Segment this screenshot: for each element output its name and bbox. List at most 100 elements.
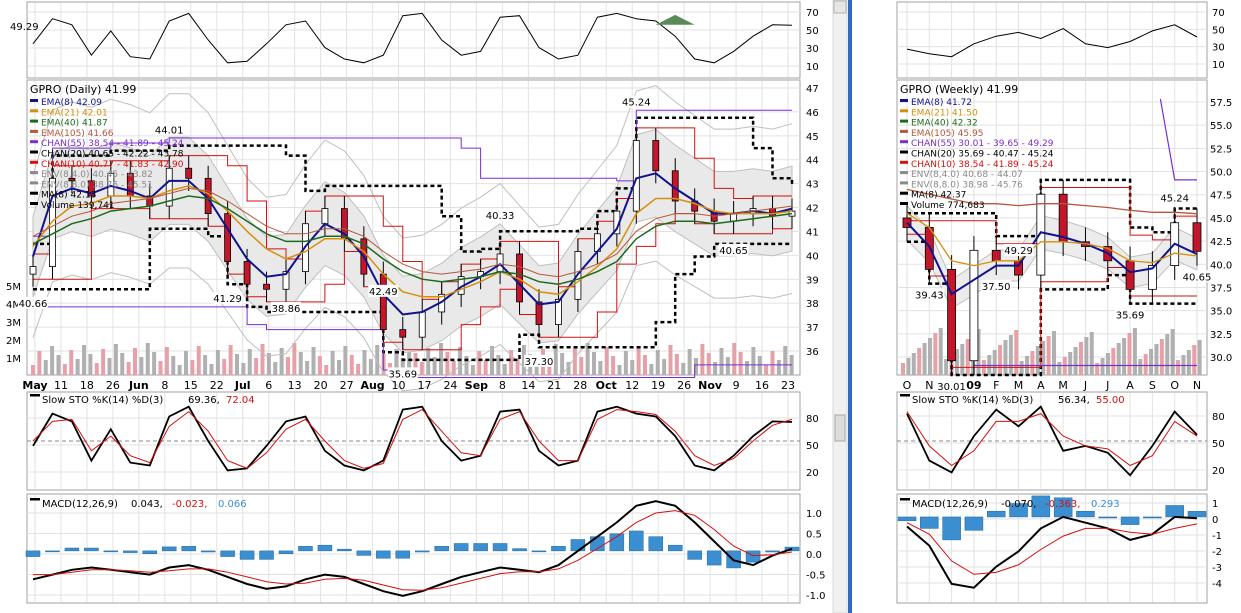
daily-volume-bar [152,352,157,375]
daily-date-label: 6 [265,379,272,392]
daily-volume-bar [145,343,150,375]
window-divider[interactable] [848,0,852,613]
daily-macd-histogram-bar [570,539,586,552]
line-icon [30,109,38,113]
weekly-volume-bar [1089,332,1094,375]
daily-volume-bar [776,360,781,375]
weekly-legend-item: CHAN(20) 35.69 - 40.47 - 45.24 [911,150,1054,160]
daily-volume-bar [451,361,456,375]
daily-date-label: 26 [677,379,691,392]
daily-macd-histogram-bar [414,550,430,553]
weekly-price-tick-label: 30.0 [1210,353,1232,364]
weekly-legend-item: EMA(105) 45.95 [911,129,983,139]
daily-macd-histogram-bar [629,530,644,552]
weekly-price-annotation-bg [914,288,945,301]
daily-stoch-tick-label: 80 [806,414,819,425]
daily-volume-bar [241,363,246,375]
daily-scrollbar-thumb[interactable] [834,414,846,442]
daily-date-label: 17 [417,379,431,392]
weekly-price-tick-label: 47.5 [1210,191,1232,202]
daily-volume-bar [413,353,418,375]
weekly-macd-histogram-bar [1031,495,1051,518]
daily-volume-bar [171,356,176,375]
daily-price-tick-label: 44 [806,156,819,167]
weekly-date-label: O [1170,379,1179,392]
line-icon [900,394,910,397]
weekly-macd-line [906,515,1198,589]
daily-macd-histogram-bar [337,548,352,552]
daily-volume-bar [215,350,220,375]
weekly-volume-bar [1170,329,1175,375]
line-icon [30,498,40,501]
weekly-legend-item: MA(8) 42.37 [911,191,966,201]
weekly-price-annotation: 35.69 [1116,310,1145,321]
daily-volume-tick-label: 2M [6,336,21,347]
weekly-stoch-label: Slow STO %K(14) %D(3) [912,395,1033,406]
daily-legend-item: MA(8) 42.13 [41,191,96,201]
weekly-price-annotation-bg [936,379,967,392]
daily-candle-body [243,261,251,285]
daily-volume-bar [184,351,188,375]
daily-volume-bar [477,351,482,375]
daily-macd-histogram-bar [376,550,391,559]
weekly-volume-bar [1159,339,1164,375]
weekly-volume-bar [1186,350,1191,375]
daily-price-annotation: 41.29 [213,294,242,305]
weekly-macd-tick-label: 1 [1212,499,1218,510]
daily-volume-bar [209,364,214,375]
daily-volume-bar [158,361,163,375]
daily-volume-bar [375,345,380,375]
weekly-candle-body [1058,193,1068,243]
daily-stoch-d-line [32,408,793,469]
daily-volume-bar [247,349,252,375]
daily-volume-bar [298,352,303,375]
weekly-chan55-upper [1159,98,1197,181]
weekly-macd-signal-value: -0.363, [1045,499,1080,510]
weekly-volume-bar [938,328,943,375]
daily-scrollbar-track[interactable] [832,0,848,613]
weekly-candle-body [991,249,1001,262]
daily-macd-histogram-bar [551,546,566,552]
daily-macd-histogram-bar [395,550,411,559]
weekly-macd-tick-label: -1 [1212,531,1222,542]
weekly-price-annotation-bg [1003,244,1034,257]
daily-volume-bar [636,346,641,375]
daily-scroll-up-button[interactable] [833,0,847,14]
weekly-stoch-d-value: 55.00 [1096,395,1125,406]
daily-macd-tick-label: -0.5 [806,571,826,582]
daily-date-label: 12 [625,379,639,392]
weekly-stoch-tick-label: 80 [1212,412,1225,423]
daily-date-label: 27 [340,379,354,392]
daily-candle-body [68,177,76,182]
weekly-legend-title: GPRO (Weekly) 41.99 [900,83,1018,96]
daily-price-annotation: 38.86 [272,304,301,315]
daily-rsi-value: 49.29 [10,22,39,33]
weekly-date-label: A [1126,379,1134,392]
daily-volume-bar [286,357,290,375]
daily-volume-bar [292,343,297,375]
daily-date-label: 28 [573,379,587,392]
weekly-price-tick-label: 42.5 [1210,237,1232,248]
daily-volume-bar [317,356,322,375]
daily-volume-bar [713,362,718,375]
daily-price-tick-label: 37 [806,323,819,334]
chart-panels [26,1,1208,604]
weekly-price-tick-label: 37.5 [1210,283,1232,294]
daily-date-label: 11 [54,379,68,392]
weekly-stoch-tick-label: 20 [1212,466,1225,477]
daily-date-label: 26 [106,379,120,392]
line-icon [30,119,38,123]
weekly-macd-histogram-bar [920,516,939,529]
weekly-volume-bar [965,339,970,375]
daily-volume-bar [50,346,55,375]
daily-macd-signal-value: -0.023, [172,499,207,510]
weekly-date-label: N [1193,379,1201,392]
daily-volume-bar [139,357,144,375]
daily-candle-body [399,329,407,338]
weekly-volume-bar [960,344,965,375]
daily-macd-histogram-bar [492,543,508,552]
daily-volume-bar [560,353,565,375]
daily-volume-bar [534,363,539,375]
daily-volume-bar [419,362,424,375]
daily-candle-body [496,253,504,273]
